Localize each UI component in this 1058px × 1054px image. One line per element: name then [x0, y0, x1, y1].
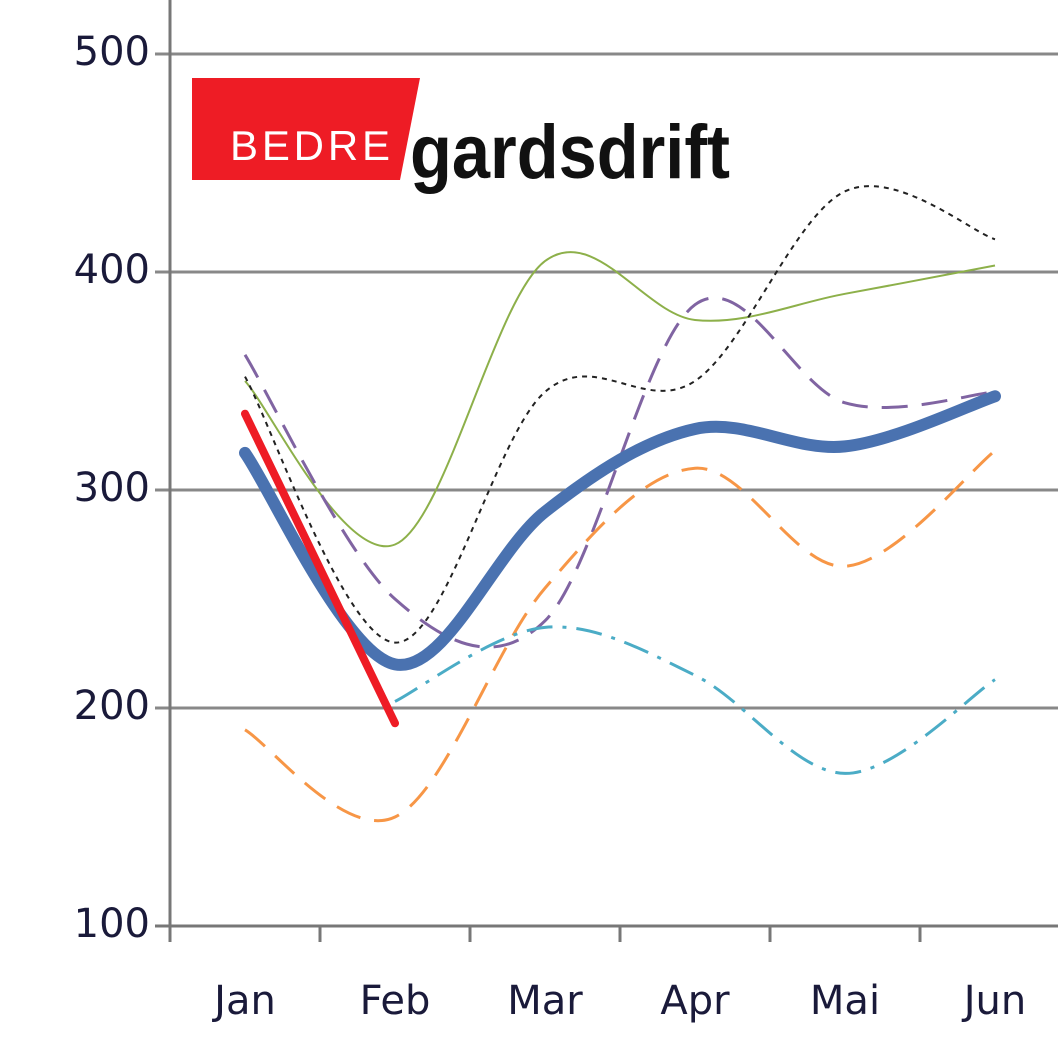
- logo-left: BEDRE: [230, 122, 390, 169]
- logo-right: gardsdrift: [410, 110, 730, 195]
- series-line: [243, 296, 996, 649]
- series-line: [241, 409, 399, 728]
- series-line: [244, 449, 996, 823]
- x-tick-label: Jun: [961, 978, 1027, 1024]
- y-tick-label: 400: [74, 247, 150, 293]
- series-line: [394, 625, 996, 775]
- series-line: [244, 185, 996, 644]
- series-line: [239, 390, 1001, 671]
- y-tick-label: 100: [74, 901, 150, 947]
- y-tick-label: 200: [74, 683, 150, 729]
- x-tick-label: Jan: [211, 978, 276, 1024]
- logo-mark: [192, 78, 420, 180]
- x-tick-label: Feb: [360, 978, 431, 1024]
- y-tick-label: 500: [74, 29, 150, 75]
- x-tick-label: Mar: [507, 978, 583, 1024]
- x-tick-label: Apr: [660, 978, 730, 1024]
- x-tick-label: Mai: [810, 978, 880, 1024]
- series-line: [244, 251, 996, 548]
- y-tick-label: 300: [74, 465, 150, 511]
